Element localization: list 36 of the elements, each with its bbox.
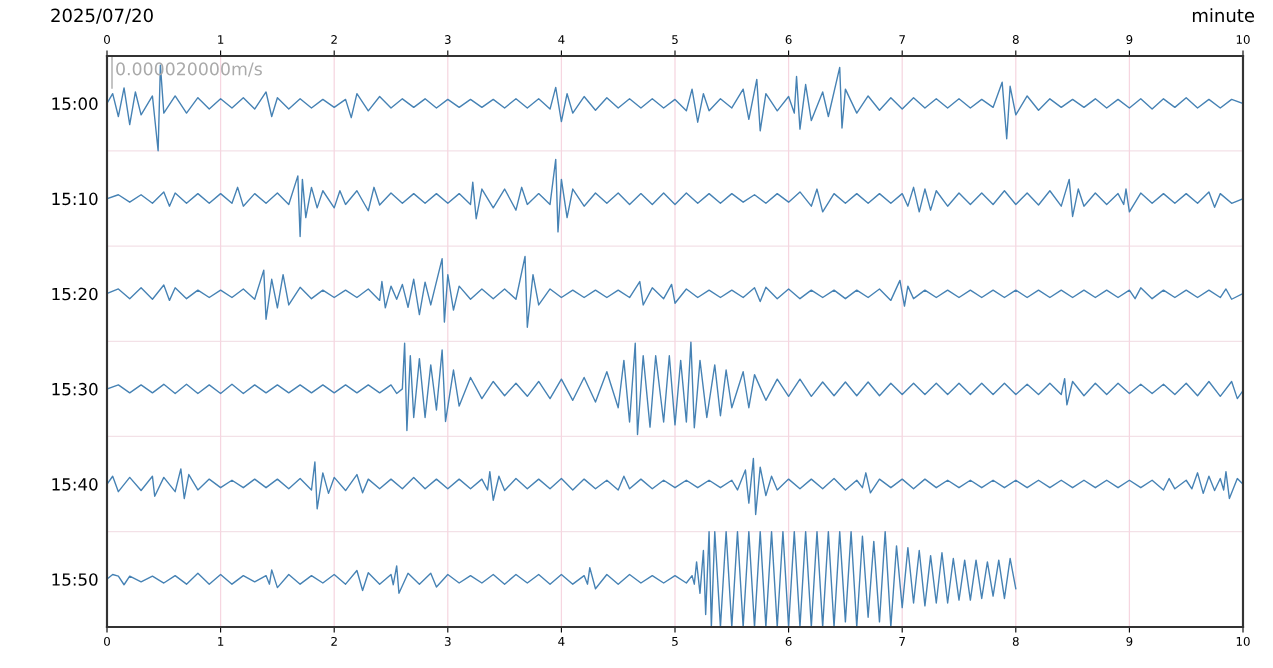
x2-axis-title: minute bbox=[1192, 8, 1255, 23]
line-series bbox=[107, 64, 1243, 152]
line-series bbox=[107, 341, 1243, 436]
x2-tick-label: 8 bbox=[1012, 35, 1019, 44]
x-tick-label: 10 bbox=[1236, 636, 1250, 646]
y-tick-label: 15:40 bbox=[52, 478, 98, 491]
x2-tick-label: 4 bbox=[558, 35, 565, 44]
x2-tick-label: 0 bbox=[104, 35, 110, 44]
x-tick-label: 3 bbox=[444, 636, 451, 646]
y-tick-label: 15:50 bbox=[52, 573, 98, 586]
x-tick-label: 7 bbox=[899, 637, 905, 646]
line-series bbox=[107, 255, 1243, 328]
y-tick-label: 15:30 bbox=[52, 382, 98, 396]
x2-tick-label: 9 bbox=[1126, 35, 1133, 44]
x-tick-label: 6 bbox=[785, 636, 792, 646]
x2-tick-label: 1 bbox=[218, 35, 224, 44]
x2-tick-label: 5 bbox=[672, 35, 678, 44]
x-tick-label: 1 bbox=[218, 637, 224, 646]
x-tick-label: 5 bbox=[672, 637, 678, 646]
y-tick-label: 15:00 bbox=[52, 97, 98, 110]
x2-tick-label: 6 bbox=[785, 35, 792, 44]
chart-title: 2025/07/20 bbox=[51, 8, 153, 24]
line-series bbox=[107, 530, 1017, 627]
x-tick-label: 0 bbox=[104, 636, 110, 646]
y-tick-label: 15:10 bbox=[52, 192, 98, 206]
x2-tick-label: 2 bbox=[331, 35, 337, 44]
x-tick-label: 2 bbox=[331, 636, 337, 646]
x-tick-label: 4 bbox=[558, 637, 565, 646]
x2-tick-label: 10 bbox=[1236, 35, 1250, 44]
line-series bbox=[107, 457, 1243, 516]
x-tick-label: 8 bbox=[1012, 636, 1019, 646]
x2-tick-label: 7 bbox=[899, 35, 905, 44]
line-series bbox=[107, 158, 1243, 238]
x2-tick-label: 3 bbox=[444, 35, 451, 44]
x-tick-label: 9 bbox=[1126, 636, 1133, 646]
y-tick-label: 15:20 bbox=[52, 287, 98, 301]
